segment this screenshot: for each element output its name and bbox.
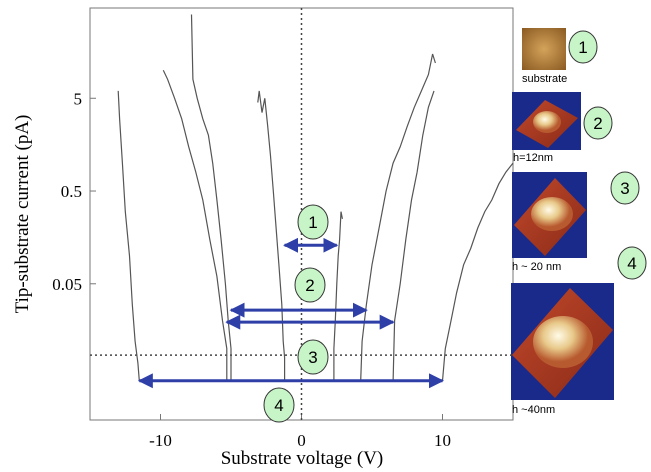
x-tick-label: -10 xyxy=(149,431,172,450)
arrow-label: 1 xyxy=(308,213,317,232)
x-axis-title: Substrate voltage (V) xyxy=(221,448,384,469)
inset-label: 1 xyxy=(578,38,587,57)
inset-badge xyxy=(617,246,647,280)
inset-dome xyxy=(533,111,561,133)
iv-curve xyxy=(257,90,343,381)
inset-image xyxy=(522,28,566,70)
inset-caption: h ~40nm xyxy=(512,404,555,416)
inset-badge xyxy=(583,106,613,140)
inset-badge xyxy=(610,171,640,205)
y-tick-label: 0.5 xyxy=(61,182,82,201)
x-tick-label: 0 xyxy=(297,431,306,450)
arrow-label: 4 xyxy=(274,396,283,415)
arrow-label: 3 xyxy=(308,348,317,367)
inset-caption: h=12nm xyxy=(513,152,553,164)
y-tick-label: 0.05 xyxy=(52,275,82,294)
iv-curve xyxy=(162,70,435,381)
insets xyxy=(511,28,614,400)
inset-caption: substrate xyxy=(522,73,567,85)
y-axis-title: Tip-substrate current (pA) xyxy=(12,115,33,314)
label-badge xyxy=(294,267,326,303)
inset-label: 4 xyxy=(627,254,636,273)
inset-label: 2 xyxy=(593,114,602,133)
inset-dome xyxy=(531,197,573,231)
inset-dome xyxy=(533,316,593,368)
inset-badge xyxy=(568,30,598,64)
x-tick-label: 10 xyxy=(434,431,451,450)
iv-curve xyxy=(117,90,514,381)
label-badge xyxy=(263,387,295,423)
label-badge xyxy=(297,204,329,240)
inset-label: 3 xyxy=(620,179,629,198)
arrow-label: 2 xyxy=(305,276,314,295)
inset-caption: h ~ 20 nm xyxy=(512,261,561,273)
iv-curve xyxy=(190,14,436,381)
y-tick-label: 5 xyxy=(74,89,83,108)
